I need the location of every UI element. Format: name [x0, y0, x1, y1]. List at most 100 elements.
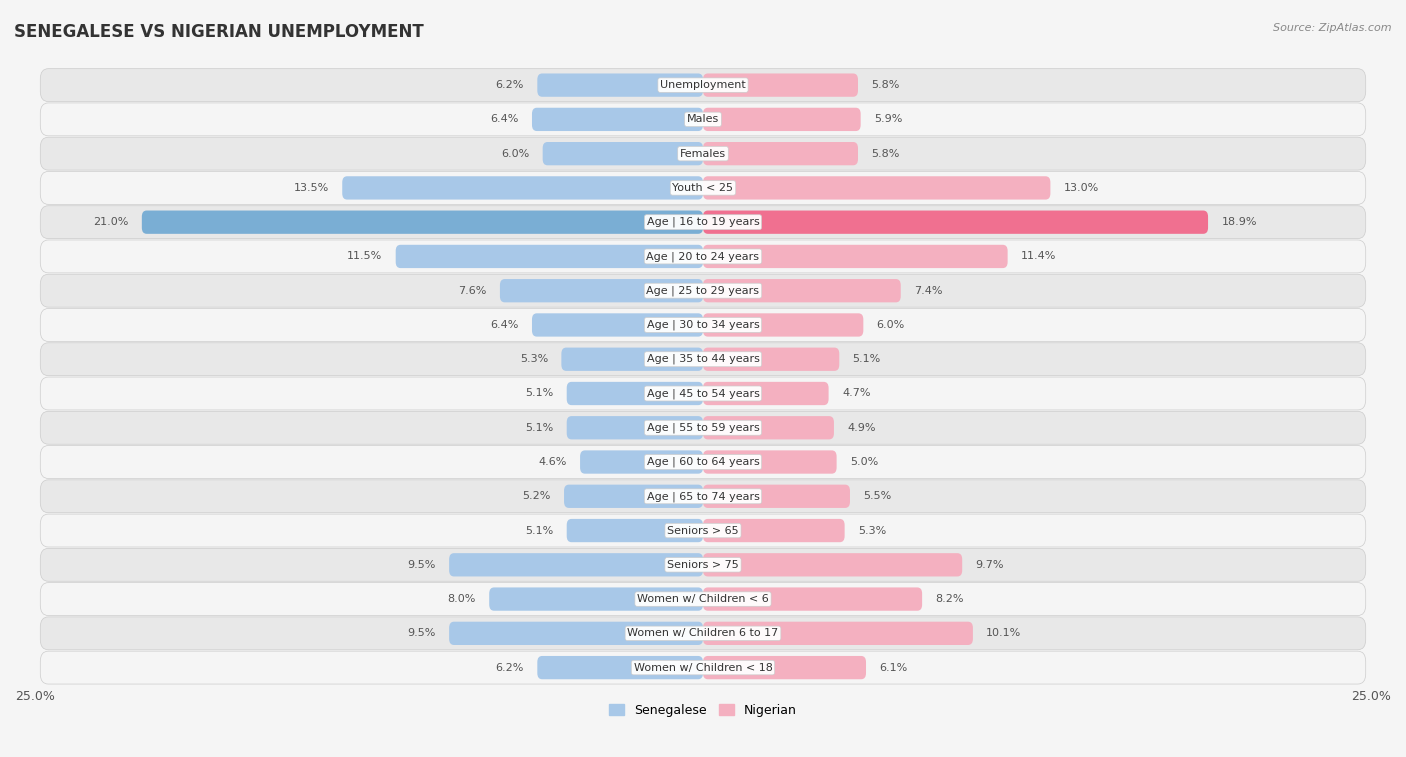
FancyBboxPatch shape [531, 313, 703, 337]
Text: 5.3%: 5.3% [520, 354, 548, 364]
Text: Females: Females [681, 148, 725, 159]
FancyBboxPatch shape [543, 142, 703, 165]
Text: 5.1%: 5.1% [524, 422, 554, 433]
Text: 5.1%: 5.1% [852, 354, 882, 364]
FancyBboxPatch shape [537, 73, 703, 97]
Text: 6.0%: 6.0% [501, 148, 529, 159]
FancyBboxPatch shape [703, 484, 851, 508]
FancyBboxPatch shape [41, 206, 1365, 238]
Text: 21.0%: 21.0% [93, 217, 128, 227]
Text: 9.7%: 9.7% [976, 560, 1004, 570]
FancyBboxPatch shape [41, 446, 1365, 478]
FancyBboxPatch shape [703, 107, 860, 131]
FancyBboxPatch shape [703, 382, 828, 405]
FancyBboxPatch shape [41, 172, 1365, 204]
Text: 13.0%: 13.0% [1064, 183, 1099, 193]
Text: 6.4%: 6.4% [491, 114, 519, 124]
FancyBboxPatch shape [703, 279, 901, 302]
FancyBboxPatch shape [41, 137, 1365, 170]
Text: Age | 60 to 64 years: Age | 60 to 64 years [647, 456, 759, 467]
Text: Seniors > 75: Seniors > 75 [666, 560, 740, 570]
FancyBboxPatch shape [703, 450, 837, 474]
FancyBboxPatch shape [703, 142, 858, 165]
FancyBboxPatch shape [703, 416, 834, 439]
Text: Age | 55 to 59 years: Age | 55 to 59 years [647, 422, 759, 433]
Text: 7.4%: 7.4% [914, 285, 942, 296]
FancyBboxPatch shape [41, 103, 1365, 136]
Text: 13.5%: 13.5% [294, 183, 329, 193]
FancyBboxPatch shape [703, 176, 1050, 200]
Text: Source: ZipAtlas.com: Source: ZipAtlas.com [1274, 23, 1392, 33]
Text: Age | 65 to 74 years: Age | 65 to 74 years [647, 491, 759, 502]
FancyBboxPatch shape [564, 484, 703, 508]
Text: Age | 20 to 24 years: Age | 20 to 24 years [647, 251, 759, 262]
FancyBboxPatch shape [703, 553, 962, 577]
FancyBboxPatch shape [41, 377, 1365, 410]
Text: Women w/ Children 6 to 17: Women w/ Children 6 to 17 [627, 628, 779, 638]
FancyBboxPatch shape [703, 73, 858, 97]
Text: 18.9%: 18.9% [1222, 217, 1257, 227]
Text: 7.6%: 7.6% [458, 285, 486, 296]
Text: Youth < 25: Youth < 25 [672, 183, 734, 193]
Text: 4.7%: 4.7% [842, 388, 870, 398]
FancyBboxPatch shape [41, 309, 1365, 341]
Text: 11.5%: 11.5% [347, 251, 382, 261]
Text: 6.1%: 6.1% [879, 662, 908, 673]
Text: Age | 16 to 19 years: Age | 16 to 19 years [647, 217, 759, 227]
FancyBboxPatch shape [489, 587, 703, 611]
FancyBboxPatch shape [703, 245, 1008, 268]
FancyBboxPatch shape [703, 313, 863, 337]
Text: 6.2%: 6.2% [495, 662, 524, 673]
FancyBboxPatch shape [41, 343, 1365, 375]
FancyBboxPatch shape [342, 176, 703, 200]
Text: 5.3%: 5.3% [858, 525, 886, 535]
FancyBboxPatch shape [567, 416, 703, 439]
FancyBboxPatch shape [142, 210, 703, 234]
Legend: Senegalese, Nigerian: Senegalese, Nigerian [605, 699, 801, 721]
FancyBboxPatch shape [567, 519, 703, 542]
Text: 5.1%: 5.1% [524, 388, 554, 398]
FancyBboxPatch shape [395, 245, 703, 268]
FancyBboxPatch shape [501, 279, 703, 302]
FancyBboxPatch shape [41, 651, 1365, 684]
FancyBboxPatch shape [703, 347, 839, 371]
Text: Women w/ Children < 6: Women w/ Children < 6 [637, 594, 769, 604]
Text: 8.0%: 8.0% [447, 594, 475, 604]
Text: Women w/ Children < 18: Women w/ Children < 18 [634, 662, 772, 673]
FancyBboxPatch shape [41, 240, 1365, 273]
FancyBboxPatch shape [449, 621, 703, 645]
Text: 6.0%: 6.0% [877, 320, 905, 330]
FancyBboxPatch shape [41, 548, 1365, 581]
Text: 4.9%: 4.9% [848, 422, 876, 433]
FancyBboxPatch shape [41, 480, 1365, 512]
Text: Age | 35 to 44 years: Age | 35 to 44 years [647, 354, 759, 364]
FancyBboxPatch shape [41, 617, 1365, 650]
Text: Seniors > 65: Seniors > 65 [668, 525, 738, 535]
Text: 10.1%: 10.1% [986, 628, 1022, 638]
Text: 5.8%: 5.8% [872, 148, 900, 159]
FancyBboxPatch shape [703, 621, 973, 645]
Text: 5.1%: 5.1% [524, 525, 554, 535]
Text: 8.2%: 8.2% [935, 594, 965, 604]
FancyBboxPatch shape [703, 587, 922, 611]
Text: 5.2%: 5.2% [522, 491, 551, 501]
FancyBboxPatch shape [703, 210, 1208, 234]
Text: 5.8%: 5.8% [872, 80, 900, 90]
FancyBboxPatch shape [703, 519, 845, 542]
Text: Age | 45 to 54 years: Age | 45 to 54 years [647, 388, 759, 399]
FancyBboxPatch shape [41, 274, 1365, 307]
FancyBboxPatch shape [531, 107, 703, 131]
FancyBboxPatch shape [41, 583, 1365, 615]
Text: Age | 25 to 29 years: Age | 25 to 29 years [647, 285, 759, 296]
Text: SENEGALESE VS NIGERIAN UNEMPLOYMENT: SENEGALESE VS NIGERIAN UNEMPLOYMENT [14, 23, 423, 41]
Text: 9.5%: 9.5% [408, 560, 436, 570]
FancyBboxPatch shape [41, 514, 1365, 547]
Text: 6.2%: 6.2% [495, 80, 524, 90]
FancyBboxPatch shape [567, 382, 703, 405]
Text: 5.0%: 5.0% [851, 457, 879, 467]
Text: 11.4%: 11.4% [1021, 251, 1056, 261]
FancyBboxPatch shape [449, 553, 703, 577]
Text: Age | 30 to 34 years: Age | 30 to 34 years [647, 319, 759, 330]
FancyBboxPatch shape [561, 347, 703, 371]
FancyBboxPatch shape [537, 656, 703, 679]
